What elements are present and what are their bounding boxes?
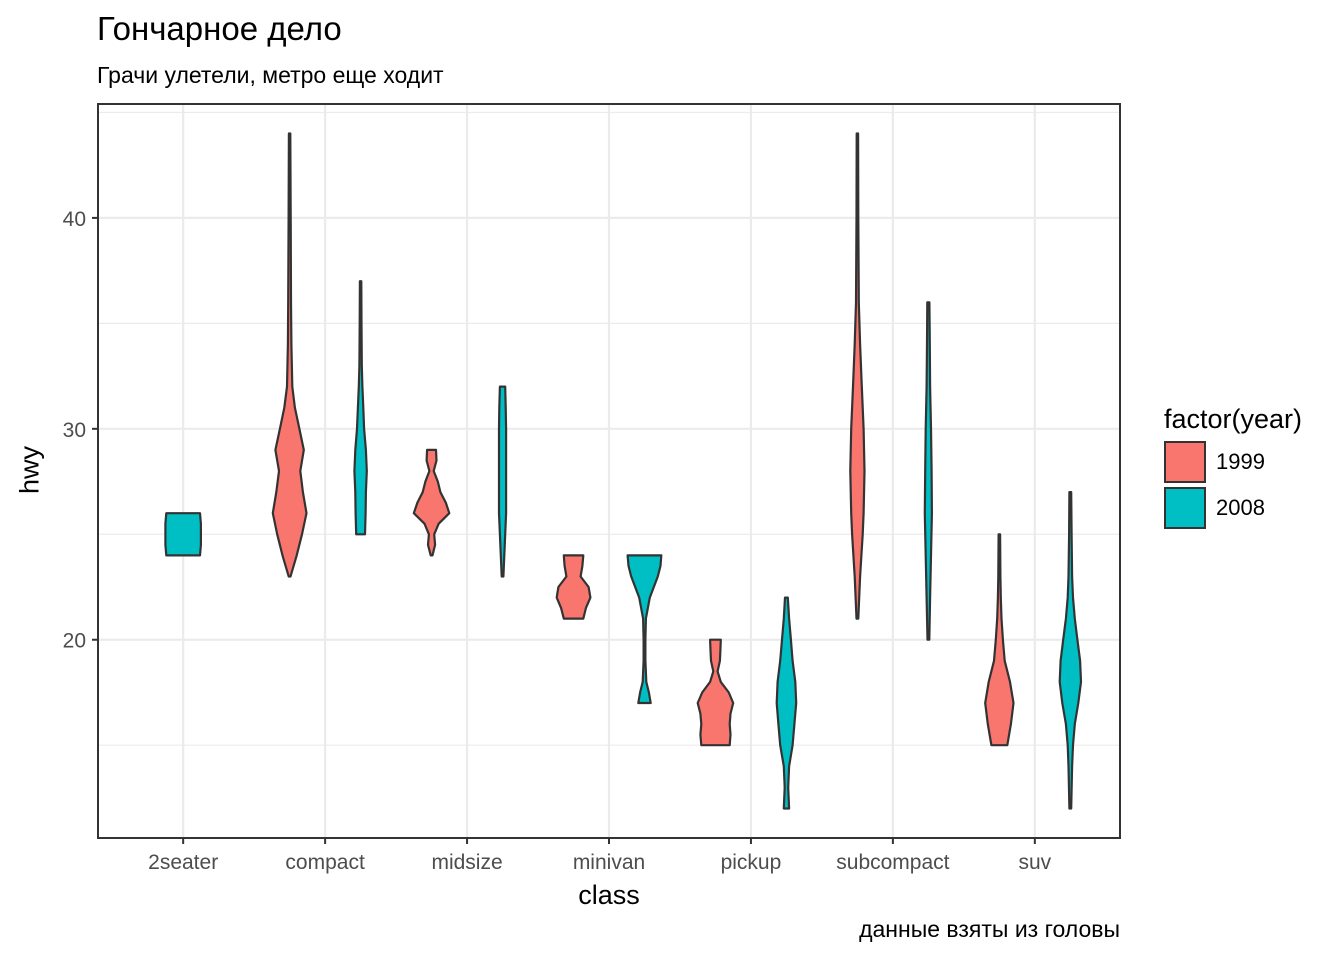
legend-label-1999: 1999 <box>1216 449 1265 474</box>
y-tick-label-30: 30 <box>63 419 86 442</box>
violin-pickup-2008 <box>775 596 798 810</box>
x-tick-label-2seater: 2seater <box>148 851 218 874</box>
x-tick-label-midsize: midsize <box>431 851 502 874</box>
violin-subcompact-2008 <box>923 301 933 641</box>
violin-compact-1999 <box>271 132 308 578</box>
chart-caption: данные взяты из головы <box>859 916 1120 942</box>
legend-item-1999: 1999 <box>1164 439 1302 485</box>
violin-suv-1999 <box>984 533 1015 747</box>
legend-key-1999 <box>1164 441 1206 483</box>
x-tick-label-pickup: pickup <box>721 851 782 874</box>
x-tick-label-suv: suv <box>1018 851 1051 874</box>
violin-midsize-1999 <box>412 448 451 557</box>
legend-title: factor(year) <box>1164 404 1303 434</box>
violin-2seater-2008 <box>164 512 202 557</box>
x-axis-label: class <box>578 880 640 910</box>
violin-suv-2008 <box>1058 491 1083 810</box>
legend: factor(year) 1999 2008 <box>1164 404 1302 531</box>
x-tick-label-subcompact: subcompact <box>836 851 949 874</box>
violins <box>164 132 1083 810</box>
y-axis-label: hwy <box>14 445 45 495</box>
x-tick-label-minivan: minivan <box>573 851 645 874</box>
chart-title: Гончарное дело <box>97 10 342 47</box>
grid-lines <box>98 104 1120 838</box>
violin-minivan-2008 <box>626 554 663 705</box>
legend-item-2008: 2008 <box>1164 485 1302 531</box>
y-tick-label-40: 40 <box>63 208 86 231</box>
x-tick-label-compact: compact <box>285 851 365 874</box>
axes: 20 30 40 2seater compact midsize minivan pickup… <box>63 208 1052 874</box>
y-tick-label-20: 20 <box>63 630 86 653</box>
legend-key-2008 <box>1164 487 1206 529</box>
violin-pickup-1999 <box>696 638 735 747</box>
legend-label-2008: 2008 <box>1216 495 1265 520</box>
chart-subtitle: Грачи улетели, метро еще ходит <box>97 62 444 88</box>
violin-midsize-2008 <box>497 385 508 578</box>
violin-minivan-1999 <box>555 554 592 620</box>
violin-subcompact-1999 <box>849 132 866 620</box>
violin-compact-2008 <box>353 280 368 536</box>
